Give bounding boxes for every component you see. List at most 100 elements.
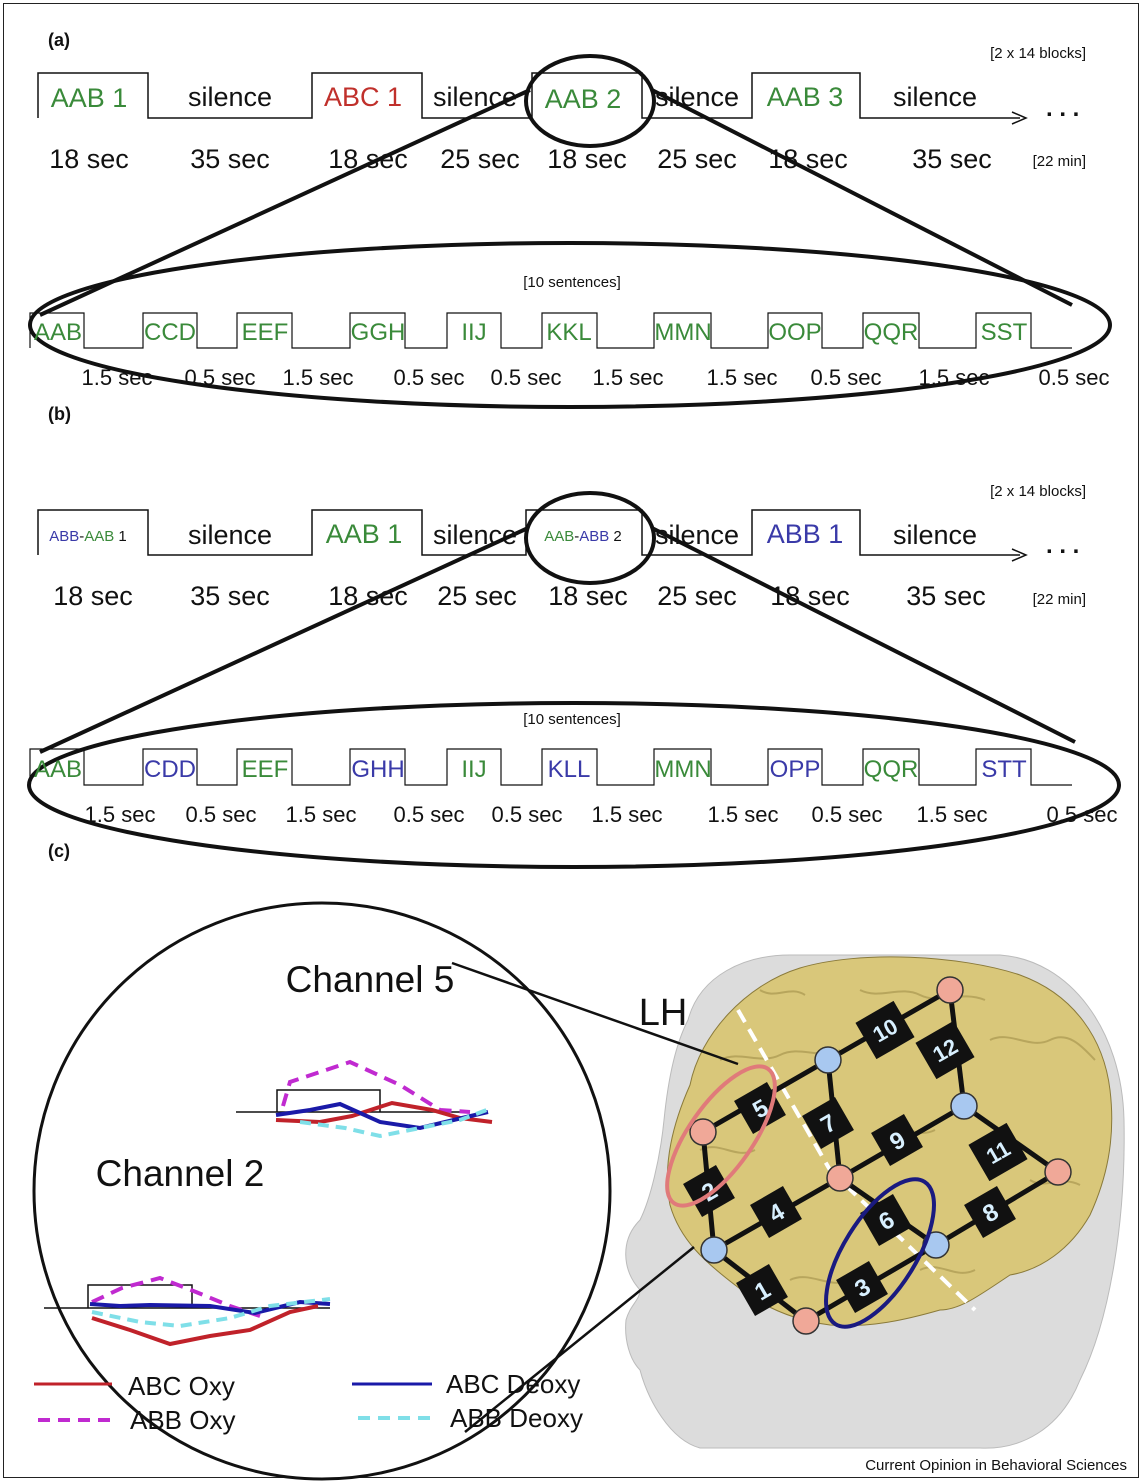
source-optode	[936, 976, 964, 1004]
panel-a-interval: 0.5 sec	[394, 365, 465, 390]
panel-a-syllable: OOP	[768, 319, 821, 346]
panel-a-interval: 1.5 sec	[82, 365, 153, 390]
panel-b-interval: 1.5 sec	[592, 802, 663, 827]
panel-a-sentence-waveform	[29, 312, 1072, 349]
panel-b-syllable: AAB	[34, 756, 82, 783]
panel-a-block-label: ABC 1	[324, 82, 402, 112]
label-part: silence	[433, 520, 517, 550]
panel-a-syllable: KKL	[546, 319, 591, 346]
source-optode	[689, 1118, 717, 1146]
panel-b-duration: 18 sec	[548, 581, 628, 611]
panel-b-block-label: ABB 1	[767, 519, 844, 549]
panel-b-duration: 35 sec	[190, 581, 270, 611]
panel-a-interval: 0.5 sec	[491, 365, 562, 390]
channel-4: 4	[750, 1186, 802, 1238]
panel-b-interval: 0.5 sec	[394, 802, 465, 827]
panel-b-syllable: OPP	[770, 756, 821, 783]
panel-b-duration: 18 sec	[53, 581, 133, 611]
panel-a-duration: 18 sec	[547, 144, 627, 174]
roi-ellipse-channels-2-5	[665, 1064, 777, 1208]
legend-label: ABC Deoxy	[446, 1369, 580, 1399]
source-optode	[1044, 1158, 1072, 1186]
panel-a-block-label: AAB 2	[545, 84, 622, 114]
optodes	[689, 976, 1072, 1335]
panel-a-block-label: silence	[893, 82, 977, 112]
panel-b-zoom-line-right	[651, 526, 1076, 744]
panel-a-block-label: AAB 1	[51, 83, 128, 113]
panel-a-sentences-note: [10 sentences]	[523, 274, 621, 291]
panel-b-duration: 25 sec	[437, 581, 517, 611]
panel-a-duration: 18 sec	[49, 144, 129, 174]
panel-a-syllable: MMN	[654, 319, 711, 346]
panel-b-zoom-line-left	[39, 526, 529, 754]
panel-b-syllable: GHH	[351, 756, 404, 783]
channel-8: 8	[964, 1186, 1016, 1238]
panel-a-label: (a)	[48, 30, 70, 50]
panel-b-interval: 0.5 sec	[1047, 802, 1118, 827]
label-part: AAB	[544, 528, 574, 545]
hemisphere-label: LH	[639, 992, 688, 1034]
source-optode	[826, 1164, 854, 1192]
abb-deoxy-trace	[91, 1297, 331, 1329]
panel-b-syllable: IIJ	[461, 756, 486, 783]
panel-b-duration-note: [22 min]	[1033, 591, 1086, 608]
channel2-title: Channel 2	[96, 1153, 265, 1194]
channel5-plot	[236, 1059, 493, 1139]
panel-a: (a) [2 x 14 blocks] [22 min] . . . AAB 1…	[28, 30, 1112, 409]
panel-b-syllable: EEF	[242, 756, 289, 783]
panel-a-interval: 1.5 sec	[707, 365, 778, 390]
panel-b-syllable: KLL	[548, 756, 591, 783]
panel-b-syllable: QQR	[864, 756, 919, 783]
panel-a-arrow-head	[1011, 111, 1028, 125]
magnifier-circle	[32, 901, 612, 1481]
detector-optode	[814, 1046, 842, 1074]
panel-b: (b) [2 x 14 blocks] [22 min] . . . ABB-A…	[27, 404, 1121, 869]
panel-a-zoom-circle	[524, 54, 656, 148]
channel-7: 7	[802, 1097, 854, 1149]
label-part: ABB 1	[767, 519, 844, 549]
panel-b-interval: 1.5 sec	[286, 802, 357, 827]
label-part: silence	[188, 520, 272, 550]
panel-a-duration: 35 sec	[912, 144, 992, 174]
panel-b-label: (b)	[48, 404, 71, 424]
panel-b-sentences-note: [10 sentences]	[523, 711, 621, 728]
panel-b-interval: 1.5 sec	[708, 802, 779, 827]
magnifier-line-top	[451, 961, 739, 1066]
channel-11: 11	[968, 1122, 1028, 1182]
label-part: -	[79, 528, 84, 545]
channel-9: 9	[871, 1114, 923, 1166]
panel-a-syllable: CCD	[144, 319, 196, 346]
legend-label: ABB Deoxy	[450, 1403, 583, 1433]
panel-a-duration: 25 sec	[657, 144, 737, 174]
abb-deoxy-trace	[299, 1106, 493, 1139]
roi-ellipse-channels-3-6	[824, 1177, 936, 1329]
label-part: ABB	[579, 528, 609, 545]
panel-a-interval: 0.5 sec	[185, 365, 256, 390]
panel-b-sentence-waveform	[29, 748, 1072, 786]
panel-a-syllable: GGH	[351, 319, 406, 346]
stimulus-box	[276, 1089, 381, 1112]
label-part: silence	[893, 520, 977, 550]
channel-3: 3	[836, 1261, 888, 1313]
panel-a-interval: 0.5 sec	[811, 365, 882, 390]
panel-a-syllable: EEF	[242, 319, 289, 346]
panel-b-interval: 1.5 sec	[85, 802, 156, 827]
channel2-plot	[44, 1275, 331, 1347]
panel-b-block-label: ABB-AAB 1	[49, 528, 127, 545]
panel-b-syllable: MMN	[654, 756, 711, 783]
figure-border	[3, 3, 1139, 1478]
dashed-reference-line	[828, 1168, 977, 1312]
panel-a-block-label: silence	[188, 82, 272, 112]
label-part: 1	[114, 528, 127, 545]
panel-b-interval: 1.5 sec	[917, 802, 988, 827]
panel-b-interval: 0.5 sec	[492, 802, 563, 827]
panel-a-block-label: AAB 3	[767, 82, 844, 112]
panel-b-block-label: silence	[433, 520, 517, 550]
panel-a-duration: 18 sec	[328, 144, 408, 174]
channel5-title: Channel 5	[286, 959, 455, 1000]
detector-optode	[700, 1236, 728, 1264]
panel-a-ellipsis: . . .	[1046, 95, 1079, 122]
abb-oxy-trace	[281, 1059, 471, 1114]
panel-b-block-label: silence	[188, 520, 272, 550]
